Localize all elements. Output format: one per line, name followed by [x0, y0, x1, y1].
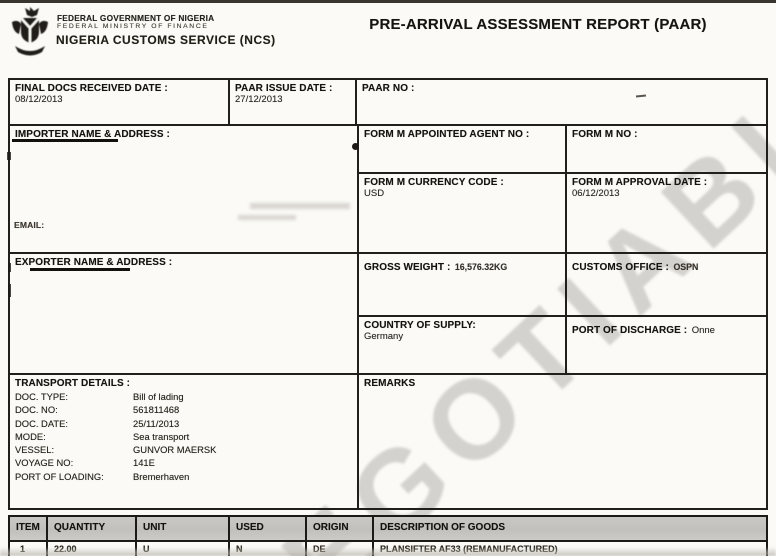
nigeria-coat-of-arms-logo: [12, 7, 48, 56]
items-header-used: USED: [228, 515, 307, 542]
port-of-loading-label: PORT OF LOADING:: [15, 470, 104, 482]
paar-no-label: PAAR NO :: [362, 83, 415, 94]
gross-weight-label: GROSS WEIGHT :: [364, 262, 451, 273]
importer-cell: IMPORTER NAME & ADDRESS : EMAIL:: [8, 124, 359, 254]
customs-office-cell: CUSTOMS OFFICE : OSPN: [565, 252, 768, 317]
mode-value: Sea transport: [133, 430, 190, 442]
form-m-currency-value: USD: [364, 188, 385, 199]
form-m-no-cell: FORM M NO :: [565, 124, 768, 174]
importer-underline-mark: [12, 139, 118, 142]
remarks-label: REMARKS: [364, 378, 416, 389]
voyage-no-value: 141E: [133, 457, 155, 469]
customs-office-label: CUSTOMS OFFICE :: [572, 262, 669, 273]
doc-date-value: 25/11/2013: [133, 417, 180, 429]
country-of-supply-cell: COUNTRY OF SUPPLY: Germany: [357, 315, 567, 375]
port-of-discharge-label: PORT OF DISCHARGE :: [572, 325, 688, 336]
form-m-no-label: FORM M NO :: [572, 129, 638, 140]
paar-no-cell: PAAR NO :: [355, 78, 768, 126]
doc-no-label: DOC. NO:: [15, 404, 58, 416]
vessel-label: VESSEL:: [15, 444, 55, 456]
doc-no-value: 561811468: [133, 404, 180, 416]
form-m-approval-cell: FORM M APPROVAL DATE : 06/12/2013: [565, 172, 768, 254]
letterhead: FEDERAL GOVERNMENT OF NIGERIA FEDERAL MI…: [0, 0, 776, 75]
document-title: PRE-ARRIVAL ASSESSMENT REPORT (PAAR): [369, 16, 707, 33]
scan-smudge: [250, 203, 350, 209]
port-of-discharge-value: Onne: [691, 325, 715, 336]
final-docs-date-cell: FINAL DOCS RECEIVED DATE : 08/12/2013: [8, 78, 230, 126]
transport-row: DOC. DATE: 25/11/2013: [15, 417, 352, 430]
importer-label: IMPORTER NAME & ADDRESS :: [15, 129, 170, 140]
form-m-agent-cell: FORM M APPOINTED AGENT NO :: [357, 124, 567, 174]
form-m-currency-label: FORM M CURRENCY CODE :: [364, 177, 504, 188]
items-header-description: DESCRIPTION OF GOODS: [372, 515, 768, 542]
scan-smudge: [238, 215, 296, 220]
exporter-underline-mark: [30, 268, 130, 271]
form-m-agent-label: FORM M APPOINTED AGENT NO :: [364, 129, 530, 140]
customs-office-value: OSPN: [673, 262, 699, 272]
country-of-supply-label: COUNTRY OF SUPPLY:: [364, 320, 476, 331]
vessel-value: GUNVOR MAERSK: [133, 444, 217, 456]
form-m-currency-cell: FORM M CURRENCY CODE : USD: [357, 172, 567, 254]
scan-artifact: [7, 152, 11, 160]
port-of-discharge-cell: PORT OF DISCHARGE : Onne: [565, 315, 768, 375]
transport-row: DOC. NO: 561811468: [15, 403, 352, 416]
transport-row: DOC. TYPE: Bill of lading: [15, 390, 352, 403]
transport-row: VOYAGE NO: 141E: [15, 456, 352, 469]
paar-issue-date-value: 27/12/2013: [235, 94, 283, 105]
exporter-label: EXPORTER NAME & ADDRESS :: [15, 257, 173, 268]
country-of-supply-value: Germany: [364, 331, 404, 342]
doc-type-label: DOC. TYPE:: [15, 391, 68, 402]
form-m-approval-label: FORM M APPROVAL DATE :: [572, 177, 708, 188]
transport-row: MODE: Sea transport: [15, 430, 352, 443]
final-docs-date-label: FINAL DOCS RECEIVED DATE :: [15, 83, 168, 94]
scan-edge-top: [0, 0, 776, 3]
final-docs-date-value: 08/12/2013: [15, 94, 63, 105]
gross-weight-value: 16,576.32KG: [454, 262, 508, 272]
remarks-cell: REMARKS: [357, 373, 768, 510]
paar-issue-date-cell: PAAR ISSUE DATE : 27/12/2013: [228, 78, 357, 126]
paar-issue-date-label: PAAR ISSUE DATE :: [235, 83, 333, 94]
gross-weight-cell: GROSS WEIGHT : 16,576.32KG: [357, 252, 567, 317]
scan-artifact: [352, 143, 359, 150]
items-header-unit: UNIT: [135, 515, 230, 542]
items-header-item: ITEM: [8, 515, 48, 542]
voyage-no-label: VOYAGE NO:: [15, 457, 74, 469]
transport-details-cell: TRANSPORT DETAILS : DOC. TYPE: Bill of la…: [8, 373, 359, 510]
form-m-approval-value: 06/12/2013: [572, 188, 620, 199]
mode-label: MODE:: [15, 430, 46, 442]
ministry-line: FEDERAL MINISTRY OF FINANCE: [57, 23, 209, 30]
scan-artifact: [8, 263, 11, 272]
items-header-origin: ORIGIN: [305, 515, 374, 542]
gov-line: FEDERAL GOVERNMENT OF NIGERIA: [57, 13, 215, 23]
transport-details-title: TRANSPORT DETAILS :: [15, 378, 131, 389]
transport-row: VESSEL: GUNVOR MAERSK: [15, 443, 352, 456]
scan-bottom-blur: [0, 547, 776, 556]
service-line: NIGERIA CUSTOMS SERVICE (NCS): [56, 33, 276, 47]
items-header-quantity: QUANTITY: [46, 515, 137, 542]
importer-email-label: EMAIL:: [14, 220, 45, 230]
doc-type-value: Bill of lading: [133, 391, 184, 402]
port-of-loading-value: Bremerhaven: [133, 470, 190, 482]
scan-artifact: [8, 284, 11, 297]
transport-row: PORT OF LOADING: Bremerhaven: [15, 470, 352, 483]
doc-date-label: DOC. DATE:: [15, 417, 68, 429]
